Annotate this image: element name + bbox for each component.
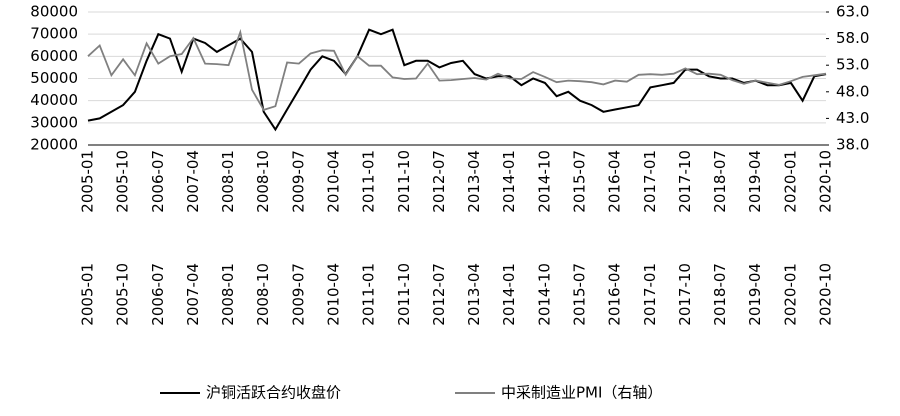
x-tick-label: 2020-01 [781, 263, 799, 326]
x-tick-label: 2011-01 [360, 263, 378, 326]
x-tick-label: 2010-04 [325, 263, 343, 326]
x-tick-label: 2014-10 [535, 150, 553, 213]
x-tick-label: 2017-10 [676, 150, 694, 213]
x-tick-label: 2017-01 [641, 150, 659, 213]
x-tick-label: 2011-10 [395, 150, 413, 213]
x-tick-label: 2012-07 [430, 263, 448, 326]
line-series [87, 28, 827, 111]
x-tick-label: 2019-04 [746, 263, 764, 326]
y2-tick-label: 53.0 [836, 56, 869, 74]
x-tick-label: 2015-07 [571, 150, 589, 213]
y-tick-label: 60000 [30, 47, 78, 65]
x-tick-label: 2013-04 [465, 150, 483, 213]
x-tick-label: 2009-07 [289, 150, 307, 213]
x-tick-label: 2010-04 [325, 150, 343, 213]
x-tick-label: 2007-04 [184, 150, 202, 213]
x-tick-label: 2016-04 [606, 150, 624, 213]
y2-tick-label: 63.0 [836, 3, 869, 21]
legend-label: 中采制造业PMI（右轴） [501, 384, 662, 402]
x-tick-label: 2013-04 [465, 263, 483, 326]
x-tick-label: 2007-04 [184, 263, 202, 326]
y2-tick-label: 48.0 [836, 82, 869, 100]
y-tick-label: 20000 [30, 136, 78, 154]
x-tick-label: 2016-04 [606, 263, 624, 326]
y-tick-label: 50000 [30, 69, 78, 87]
y-tick-label: 40000 [30, 91, 78, 109]
y2-tick-label: 43.0 [836, 109, 869, 127]
x-tick-label: 2005-10 [114, 150, 132, 213]
x-tick-label: 2020-01 [781, 150, 799, 213]
x-tick-label: 2014-10 [535, 263, 553, 326]
x-tick-label: 2014-01 [500, 263, 518, 326]
x-tick-label: 2008-01 [219, 150, 237, 213]
x-tick-label: 2014-01 [500, 150, 518, 213]
legend-label: 沪铜活跃合约收盘价 [206, 384, 341, 402]
x-tick-label: 2019-04 [746, 150, 764, 213]
x-tick-label: 2020-10 [817, 150, 835, 213]
x-tick-label: 2017-01 [641, 263, 659, 326]
x-tick-label: 2005-01 [79, 150, 97, 213]
x-tick-label: 2008-01 [219, 263, 237, 326]
x-tick-label: 2005-10 [114, 263, 132, 326]
line-series [87, 28, 827, 132]
x-tick-label: 2006-07 [149, 150, 167, 213]
x-tick-label: 2017-10 [676, 263, 694, 326]
x-tick-label: 2011-01 [360, 150, 378, 213]
x-tick-label: 2020-10 [817, 263, 835, 326]
y-tick-label: 80000 [30, 3, 78, 21]
x-tick-label: 2009-07 [289, 263, 307, 326]
y-tick-label: 70000 [30, 25, 78, 43]
y2-tick-label: 38.0 [836, 136, 869, 154]
x-tick-label: 2015-07 [571, 263, 589, 326]
x-tick-label: 2005-01 [79, 263, 97, 326]
x-tick-label: 2018-07 [711, 263, 729, 326]
x-tick-label: 2006-07 [149, 263, 167, 326]
x-tick-label: 2018-07 [711, 150, 729, 213]
x-tick-label: 2008-10 [254, 263, 272, 326]
x-tick-label: 2011-10 [395, 263, 413, 326]
y-tick-label: 30000 [30, 113, 78, 131]
x-tick-label: 2008-10 [254, 150, 272, 213]
y2-tick-label: 58.0 [836, 29, 869, 47]
x-tick-label: 2012-07 [430, 150, 448, 213]
